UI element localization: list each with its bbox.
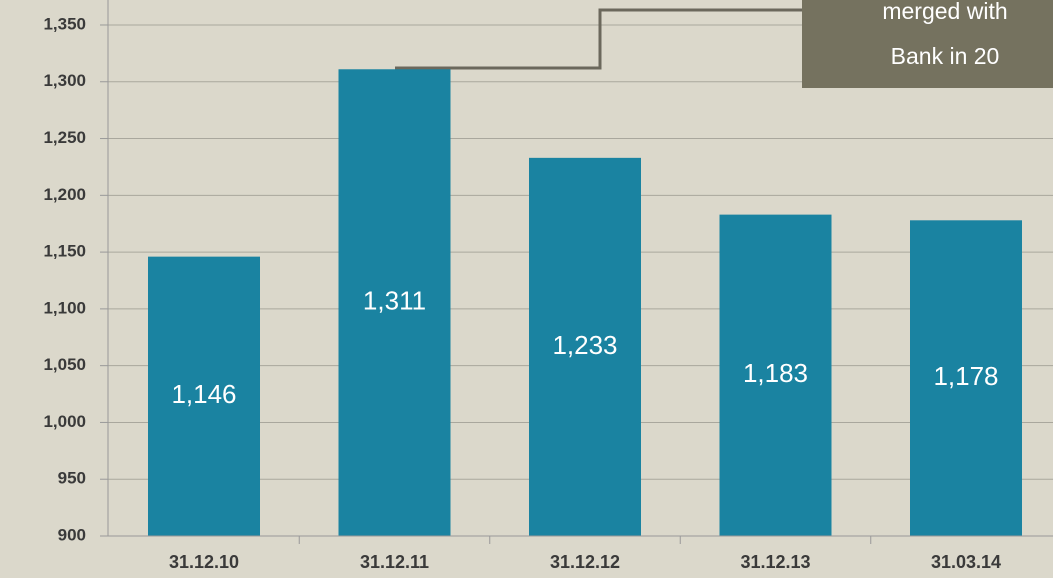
x-tick-label: 31.12.12 [550, 552, 620, 572]
x-tick-label: 31.12.13 [740, 552, 810, 572]
annotation-box [802, 0, 1053, 88]
y-tick-label: 1,000 [43, 412, 86, 431]
x-tick-label: 31.03.14 [931, 552, 1001, 572]
bar [338, 69, 451, 537]
annotation-text: merged with [882, 0, 1007, 24]
bar [529, 157, 641, 536]
value-label: 1,311 [363, 286, 426, 316]
x-tick-label: 31.12.11 [360, 552, 429, 572]
y-tick-label: 1,200 [43, 185, 86, 204]
annotation-text: Bank in 20 [891, 43, 1000, 69]
y-tick-label: 1,300 [43, 71, 86, 90]
annotation-connector [395, 8, 802, 70]
value-label: 1,178 [933, 361, 998, 391]
x-tick-label: 31.12.10 [169, 552, 239, 572]
y-tick-label: 1,350 [43, 14, 86, 33]
bar [719, 214, 832, 536]
y-tick-label: 1,100 [43, 298, 86, 317]
y-tick-label: 1,050 [43, 355, 86, 374]
bar [910, 220, 1022, 536]
value-label: 1,233 [552, 330, 617, 360]
y-tick-label: 950 [58, 469, 86, 488]
y-tick-label: 900 [58, 525, 86, 544]
y-tick-label: 1,250 [43, 128, 86, 147]
y-tick-label: 1,150 [43, 242, 86, 261]
value-label: 1,146 [171, 379, 236, 409]
value-label: 1,183 [743, 358, 808, 388]
bar [148, 256, 260, 536]
